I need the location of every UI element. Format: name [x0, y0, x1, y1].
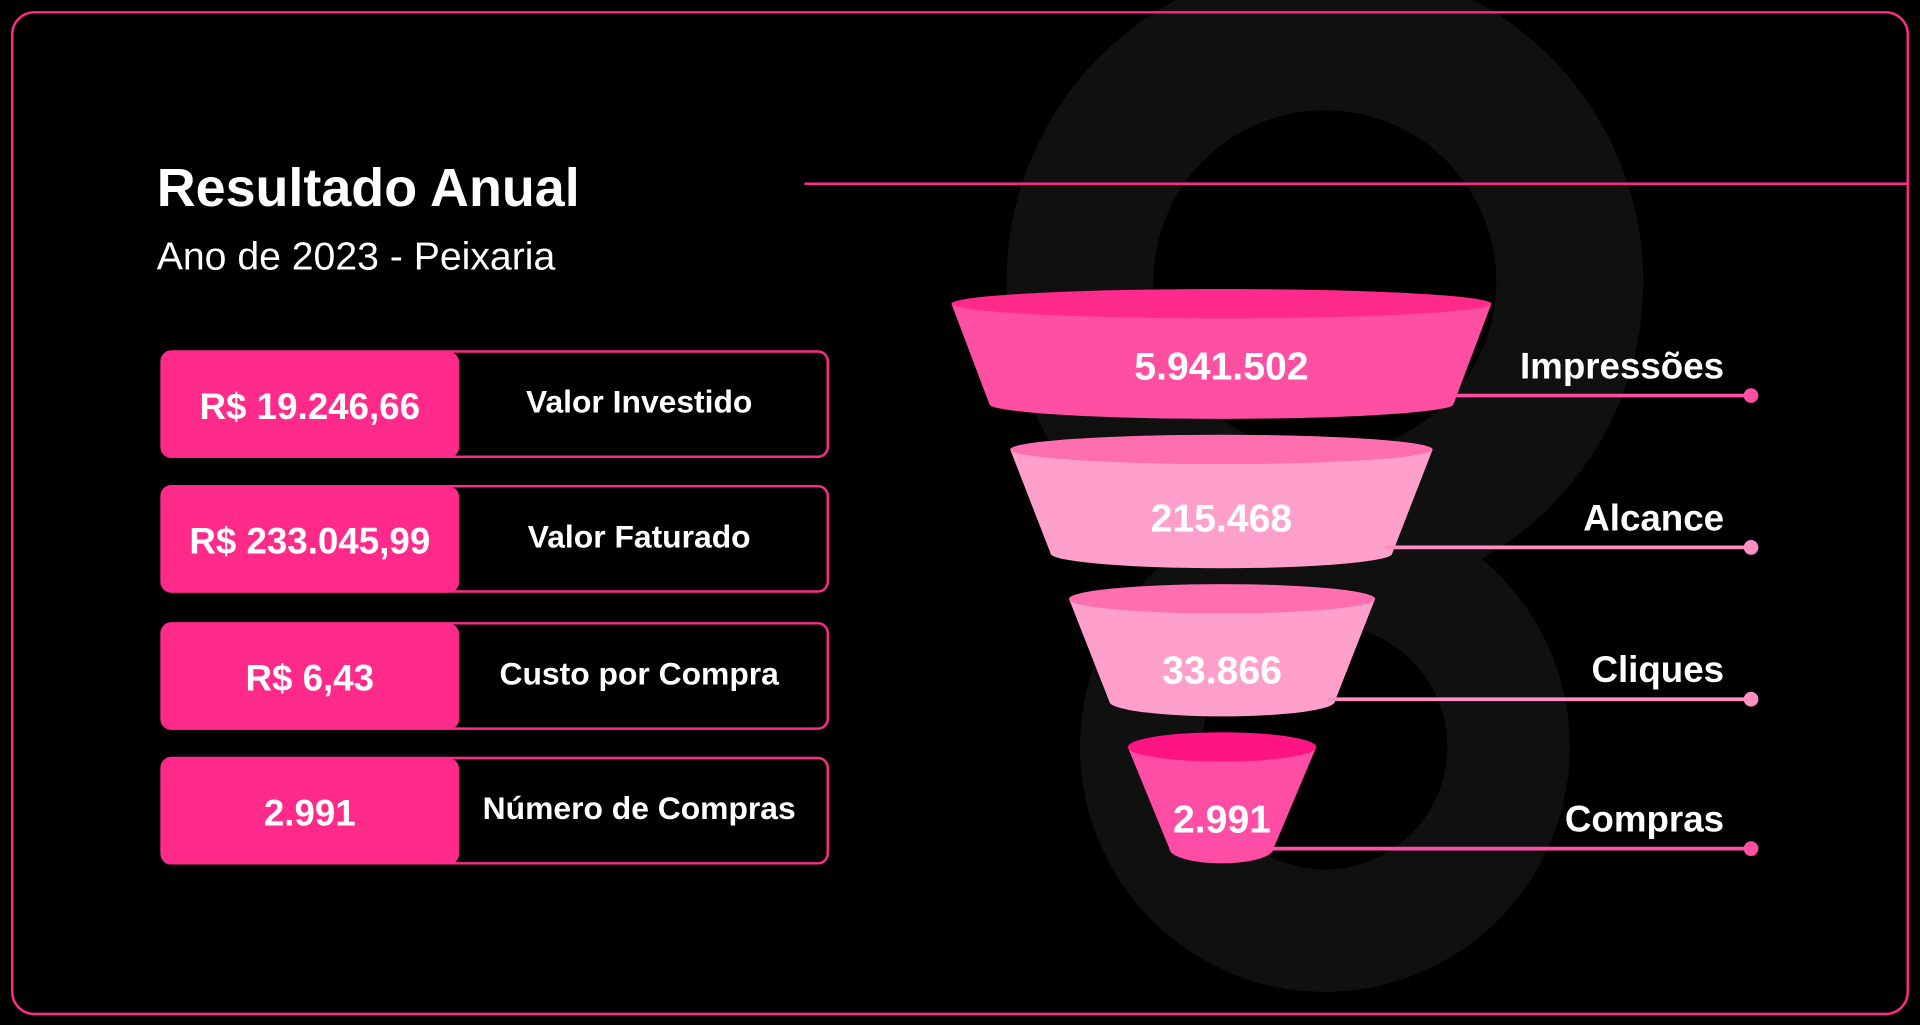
funnel: 5.941.502 Impressões 215.468 Alcance 33.866 C…: [951, 289, 1759, 864]
kpi-value: R$ 19.246,66: [200, 386, 421, 427]
funnel-value: 215.468: [1151, 497, 1293, 540]
funnel-label: Impressões: [1520, 345, 1724, 386]
funnel-connector-dot: [1743, 841, 1759, 856]
kpi-card: R$ 233.045,99 Valor Faturado: [160, 484, 829, 593]
kpi-value: R$ 233.045,99: [189, 521, 430, 562]
kpi-value: R$ 6,43: [245, 658, 374, 699]
funnel-stage-top: [1127, 732, 1317, 762]
funnel-stage-body: [1068, 598, 1376, 717]
funnel-connector-dot: [1743, 691, 1759, 707]
funnel-stage-top: [951, 289, 1492, 319]
kpi-label: Número de Compras: [483, 790, 796, 826]
funnel-stage: 5.941.502 Impressões: [951, 289, 1759, 419]
frame-border: [11, 11, 1909, 1016]
kpi-card: R$ 19.246,66 Valor Investido: [160, 350, 829, 459]
kpi-label: Valor Faturado: [528, 518, 751, 554]
funnel-stage: 215.468 Alcance: [1010, 434, 1759, 569]
funnel-label: Compras: [1565, 798, 1724, 839]
funnel-stage-body: [1127, 746, 1317, 864]
kpi-value-box: [160, 758, 460, 865]
page-subtitle: Ano de 2023 - Peixaria: [157, 235, 556, 278]
kpi-value-box: [160, 623, 460, 730]
funnel-value: 5.941.502: [1134, 346, 1308, 389]
kpi-value-box: [160, 351, 460, 459]
kpi-label: Valor Investido: [526, 384, 752, 420]
kpi-list: R$ 19.246,66 Valor Investido R$ 233.045,99…: [160, 350, 829, 865]
funnel-stage: 33.866 Cliques: [1068, 584, 1759, 717]
funnel-stage-top: [1068, 584, 1376, 614]
kpi-card: 2.991 Número de Compras: [160, 756, 829, 865]
kpi-label: Custo por Compra: [499, 656, 779, 692]
funnel-label: Alcance: [1583, 497, 1724, 538]
funnel-stage-top: [1010, 434, 1433, 465]
page-title: Resultado Anual: [157, 158, 580, 218]
funnel-connector-dot: [1743, 388, 1759, 403]
funnel-stage: 2.991 Compras: [1127, 732, 1759, 864]
funnel-connector-dot: [1743, 540, 1759, 555]
funnel-label: Cliques: [1591, 649, 1724, 690]
kpi-value-box: [160, 486, 460, 593]
funnel-stage-body: [951, 303, 1492, 419]
funnel-stage-body: [1010, 449, 1433, 569]
funnel-value: 33.866: [1162, 649, 1282, 692]
kpi-value: 2.991: [264, 792, 356, 833]
kpi-card: R$ 6,43 Custo por Compra: [160, 622, 829, 730]
funnel-value: 2.991: [1173, 799, 1271, 842]
